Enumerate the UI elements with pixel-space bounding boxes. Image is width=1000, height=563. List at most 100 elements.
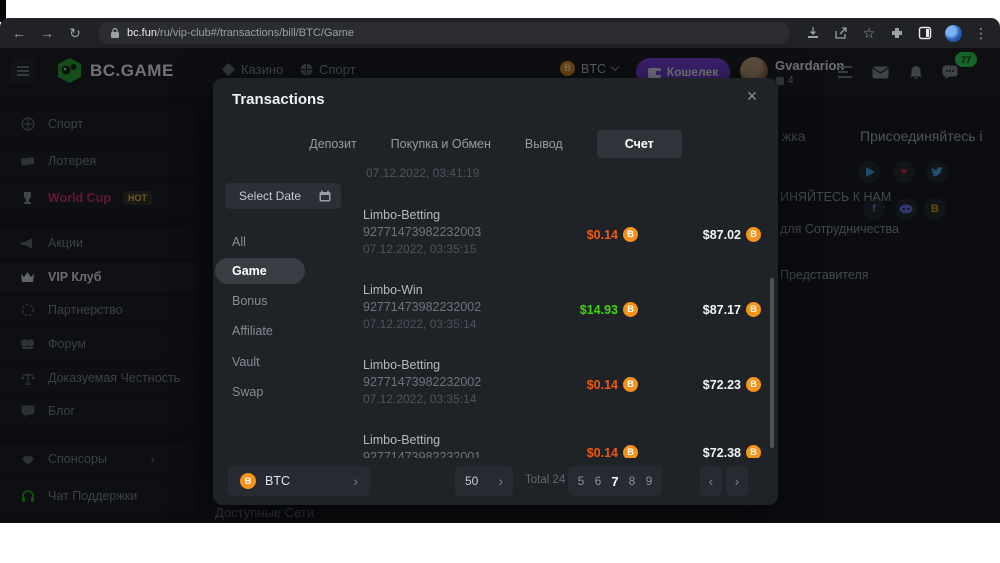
- page-number-8[interactable]: 8: [628, 474, 636, 488]
- partial-row-date: 07.12.2022, 03:41:19: [366, 166, 480, 180]
- bitcoin-coin-icon: B: [623, 227, 638, 242]
- amount-value: $0.14: [586, 377, 618, 392]
- filter-game[interactable]: Game: [215, 258, 305, 284]
- filter-label: Swap: [232, 385, 264, 399]
- bitcoin-coin-icon: B: [623, 445, 638, 460]
- bitcoin-coin-icon: B: [746, 377, 761, 392]
- transactions-modal: Transactions × Депозит Покупка и Обмен В…: [213, 78, 778, 505]
- scrollbar-thumb[interactable]: [770, 278, 774, 448]
- filter-label: Affiliate: [232, 324, 273, 338]
- send-to-device-icon[interactable]: [802, 22, 824, 44]
- bitcoin-coin-icon: B: [240, 473, 256, 489]
- tab-withdraw[interactable]: Вывод: [524, 137, 563, 151]
- amount-value: $0.14: [586, 445, 618, 460]
- site-page: BC.GAME Казино Спорт B BTC Кошелек Gvard…: [0, 48, 1000, 523]
- filter-label: All: [232, 235, 246, 249]
- filter-swap[interactable]: Swap: [215, 379, 315, 405]
- transaction-amount: $14.93 B: [580, 302, 638, 317]
- page-size-selector[interactable]: 50 ›: [455, 466, 513, 496]
- transaction-date: 07.12.2022, 03:35:14: [363, 317, 477, 331]
- prev-page-button[interactable]: ‹: [700, 466, 722, 496]
- forward-button[interactable]: →: [40, 25, 54, 41]
- transaction-balance: $87.02 B: [703, 227, 761, 242]
- page-size-value: 50: [465, 474, 479, 488]
- filter-label: Bonus: [232, 294, 268, 308]
- chevron-right-icon: ›: [734, 473, 740, 489]
- bitcoin-coin-icon: B: [746, 227, 761, 242]
- transaction-id: 92771473982232002: [363, 375, 482, 389]
- page-number-9[interactable]: 9: [645, 474, 653, 488]
- window-edge: [0, 0, 6, 22]
- amount-value: $0.14: [586, 227, 618, 242]
- footer-currency-label: BTC: [265, 474, 290, 488]
- bitcoin-coin-icon: B: [746, 445, 761, 460]
- chevron-left-icon: ‹: [708, 473, 714, 489]
- tab-bill[interactable]: Счет: [596, 130, 682, 158]
- tab-deposit[interactable]: Депозит: [309, 137, 357, 151]
- tab-window-icon[interactable]: [914, 22, 936, 44]
- transaction-row[interactable]: Limbo-Betting 92771473982232003 07.12.20…: [363, 208, 761, 266]
- transaction-balance: $87.17 B: [703, 302, 761, 317]
- filter-all[interactable]: All: [215, 229, 315, 255]
- balance-value: $72.38: [702, 445, 741, 460]
- transactions-tabs: Депозит Покупка и Обмен Вывод Счет: [213, 130, 778, 158]
- filter-vault[interactable]: Vault: [215, 349, 315, 375]
- transaction-row[interactable]: Limbo-Betting 92771473982232002 07.12.20…: [363, 358, 761, 416]
- browser-menu-icon[interactable]: ⋮: [974, 24, 988, 41]
- balance-value: $72.23: [702, 377, 741, 392]
- modal-title: Transactions: [232, 91, 325, 108]
- page-number-5[interactable]: 5: [577, 474, 585, 488]
- filter-label: Game: [232, 264, 267, 278]
- transaction-name: Limbo-Betting: [363, 358, 441, 372]
- page-number-7-current[interactable]: 7: [611, 473, 619, 489]
- modal-footer: B BTC › 50 › Total 24 5 6 7 8 9 ‹ ›: [213, 458, 778, 505]
- url-domain: bc.fun: [127, 27, 157, 39]
- transaction-amount: $0.14 B: [587, 445, 638, 460]
- select-date-label: Select Date: [239, 189, 302, 203]
- chevron-right-icon: ›: [498, 473, 503, 489]
- filter-label: Vault: [232, 355, 260, 369]
- transaction-balance: $72.38 B: [703, 445, 761, 460]
- filter-bonus[interactable]: Bonus: [215, 288, 315, 314]
- transaction-date: 07.12.2022, 03:35:15: [363, 242, 477, 256]
- page-number-6[interactable]: 6: [594, 474, 602, 488]
- tab-buy-swap[interactable]: Покупка и Обмен: [390, 137, 491, 151]
- bitcoin-coin-icon: B: [746, 302, 761, 317]
- back-button[interactable]: ←: [12, 25, 26, 41]
- lock-icon: [110, 27, 120, 39]
- transaction-amount: $0.14 B: [587, 377, 638, 392]
- profile-avatar-globe[interactable]: [942, 22, 964, 44]
- transaction-id: 92771473982232003: [363, 225, 482, 239]
- share-icon[interactable]: [830, 22, 852, 44]
- url-path: /ru/vip-club#/transactions/bill/BTC/Game: [156, 27, 354, 39]
- amount-value: $14.93: [579, 302, 618, 317]
- reload-button[interactable]: ↻: [69, 24, 81, 41]
- footer-currency-selector[interactable]: B BTC ›: [228, 466, 370, 496]
- url-text: bc.fun/ru/vip-club#/transactions/bill/BT…: [127, 27, 354, 39]
- transaction-name: Limbo-Betting: [363, 433, 441, 447]
- close-icon[interactable]: ×: [746, 85, 758, 106]
- transaction-balance: $72.23 B: [703, 377, 761, 392]
- bitcoin-coin-icon: B: [623, 302, 638, 317]
- transaction-name: Limbo-Win: [363, 283, 423, 297]
- balance-value: $87.17: [702, 302, 741, 317]
- next-page-button[interactable]: ›: [726, 466, 748, 496]
- browser-toolbar: ← → ↻ bc.fun/ru/vip-club#/transactions/b…: [0, 18, 1000, 48]
- select-date-button[interactable]: Select Date: [225, 183, 341, 209]
- extensions-puzzle-icon[interactable]: [886, 22, 908, 44]
- bookmark-star-icon[interactable]: ☆: [862, 24, 876, 41]
- bitcoin-coin-icon: B: [623, 377, 638, 392]
- pagination: 5 6 7 8 9: [568, 466, 662, 496]
- chevron-right-icon: ›: [353, 473, 358, 489]
- calendar-icon: [319, 190, 331, 202]
- filter-affiliate[interactable]: Affiliate: [215, 318, 315, 344]
- transaction-amount: $0.14 B: [587, 227, 638, 242]
- balance-value: $87.02: [702, 227, 741, 242]
- transaction-date: 07.12.2022, 03:35:14: [363, 392, 477, 406]
- transaction-name: Limbo-Betting: [363, 208, 441, 222]
- url-bar[interactable]: bc.fun/ru/vip-club#/transactions/bill/BT…: [98, 22, 790, 44]
- total-label: Total 24: [525, 474, 566, 486]
- transaction-row[interactable]: Limbo-Win 92771473982232002 07.12.2022, …: [363, 283, 761, 341]
- transaction-id: 92771473982232002: [363, 300, 482, 314]
